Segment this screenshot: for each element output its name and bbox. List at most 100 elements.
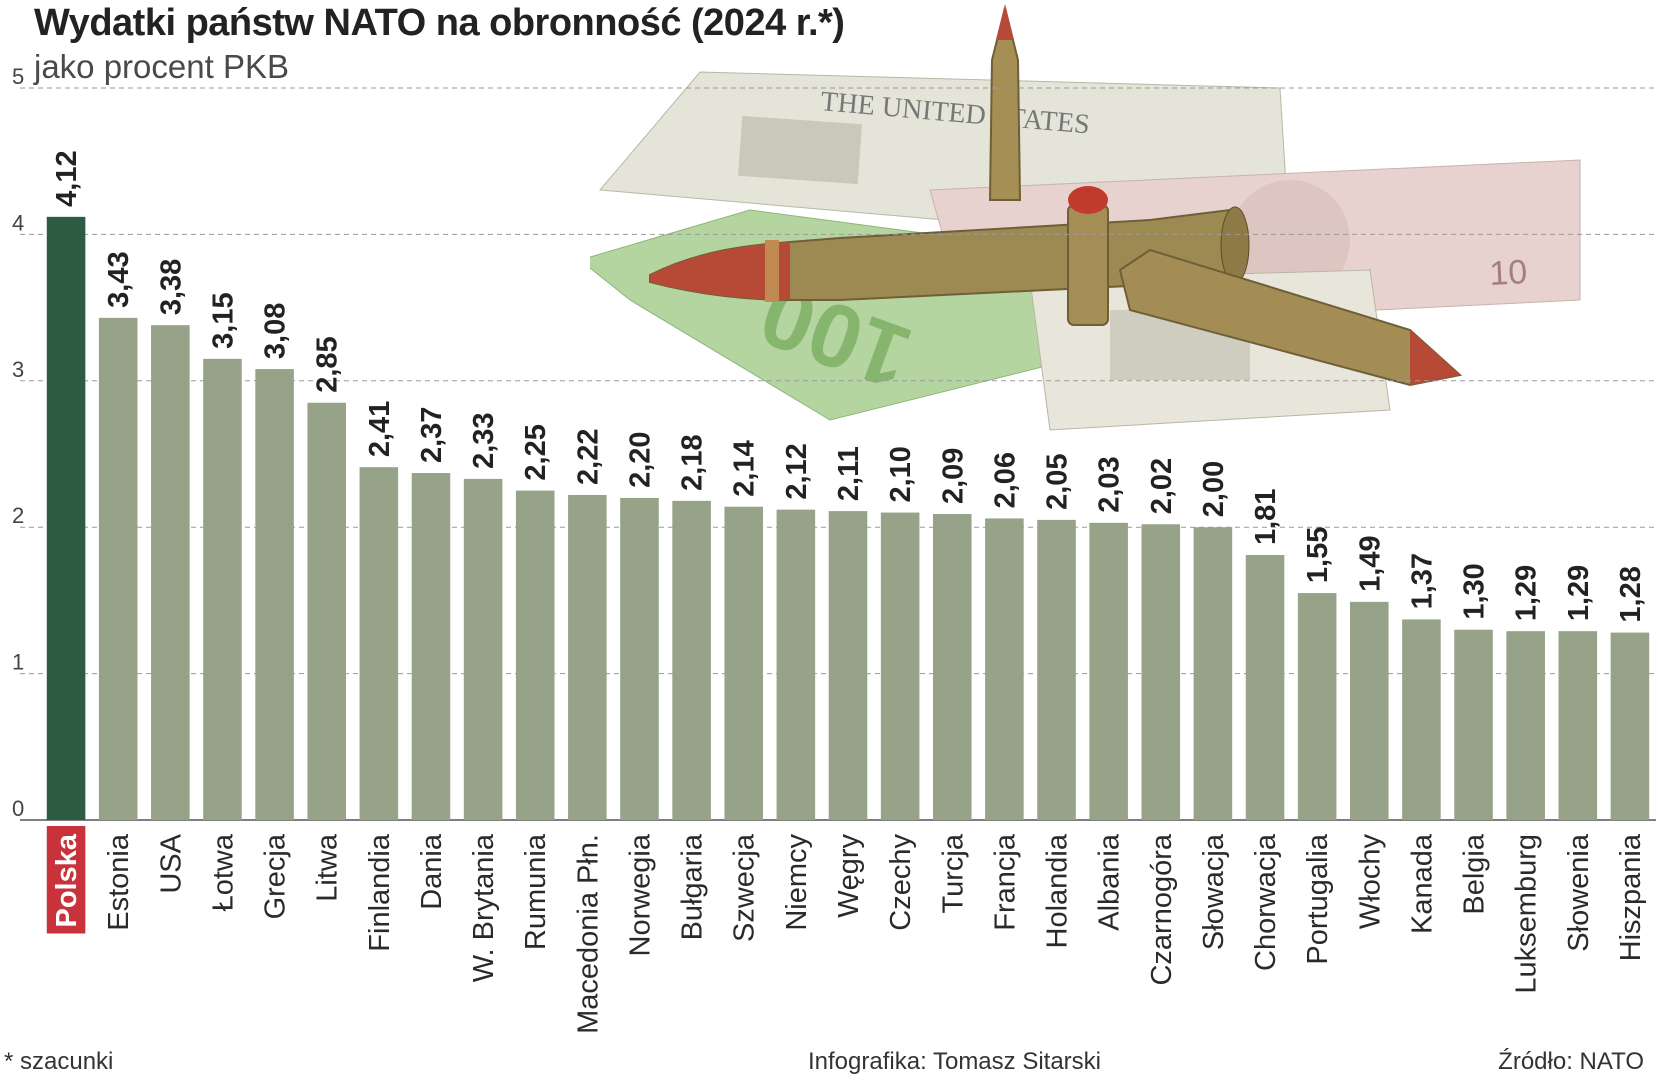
value-label-14: 2,12 [781, 443, 813, 499]
category-label-30: Hiszpania [1615, 833, 1647, 961]
bar-6 [359, 467, 399, 820]
category-label-22: Słowacja [1198, 833, 1230, 950]
chart-subtitle: jako procent PKB [34, 48, 289, 85]
value-label-5: 2,85 [312, 336, 344, 392]
bar-25 [1350, 601, 1389, 820]
value-label-18: 2,06 [989, 452, 1021, 508]
value-label-27: 1,30 [1459, 563, 1491, 619]
x-axis-labels: Polska Estonia USA Łotwa Grecja Litwa Finlandi… [46, 826, 1647, 1034]
source-note: Źródło: NATO [1498, 1048, 1644, 1075]
category-label-20: Albania [1094, 833, 1126, 931]
value-label-26: 1,37 [1406, 553, 1438, 609]
value-label-22: 2,00 [1198, 461, 1230, 517]
bar-29 [1558, 631, 1598, 820]
category-label-7: Dania [416, 833, 448, 910]
value-label-3: 3,15 [207, 292, 239, 348]
category-label-3: Łotwa [207, 833, 239, 911]
category-label-11: Norwegia [624, 833, 656, 956]
value-label-4: 3,08 [260, 303, 292, 359]
value-label-25: 1,49 [1354, 535, 1386, 591]
chart-title: Wydatki państw NATO na obronność (2024 r… [34, 2, 845, 44]
category-label-12: Bułgaria [677, 833, 709, 940]
value-label-17: 2,09 [937, 448, 969, 504]
category-label-21: Czarnogóra [1146, 833, 1178, 985]
y-tick-label: 0 [12, 796, 24, 821]
bar-21 [1141, 524, 1181, 820]
bar-30 [1610, 632, 1650, 820]
category-label-26: Kanada [1406, 833, 1438, 934]
y-tick-label: 1 [12, 650, 24, 675]
category-label-14: Niemcy [781, 834, 813, 931]
bar-23 [1245, 555, 1285, 820]
value-label-10: 2,22 [572, 429, 604, 485]
bar-12 [672, 500, 711, 820]
category-label-24: Portugalia [1302, 833, 1334, 964]
bar-19 [1037, 519, 1076, 820]
bar-22 [1193, 527, 1233, 820]
money-bullets-illustration: THE UNITED STATES 10 100 [590, 4, 1581, 431]
value-label-13: 2,14 [729, 440, 761, 496]
value-label-23: 1,81 [1250, 489, 1282, 545]
bar-7 [411, 473, 451, 820]
bar-8 [463, 478, 503, 820]
y-tick-label: 3 [12, 357, 24, 382]
svg-text:10: 10 [1488, 253, 1528, 293]
category-label-2: USA [155, 833, 187, 893]
infographic-credit: Infografika: Tomasz Sitarski [808, 1048, 1102, 1075]
bar-15 [828, 511, 868, 820]
bar-26 [1402, 619, 1441, 820]
y-tick-label: 5 [12, 64, 24, 89]
value-label-29: 1,29 [1563, 565, 1595, 621]
bar-11 [620, 497, 659, 820]
category-label-16: Czechy [885, 834, 917, 931]
value-label-16: 2,10 [885, 446, 917, 502]
value-label-15: 2,11 [833, 446, 865, 501]
category-label-29: Słowenia [1563, 833, 1595, 952]
y-tick-label: 4 [12, 210, 24, 235]
value-label-8: 2,33 [468, 412, 500, 468]
category-label-27: Belgia [1459, 833, 1491, 914]
category-label-13: Szwecja [729, 833, 761, 942]
vertical-cartridge [988, 4, 1022, 201]
category-label-23: Chorwacja [1250, 833, 1282, 971]
category-label-10: Macedonia Płn. [572, 834, 604, 1034]
bar-17 [932, 514, 972, 820]
bar-2 [151, 325, 190, 820]
value-label-0: 4,12 [51, 150, 83, 206]
category-label-4: Grecja [260, 833, 292, 919]
bar-14 [776, 509, 816, 820]
category-label-19: Holandia [1042, 833, 1074, 948]
bar-16 [880, 512, 920, 820]
bar-5 [307, 402, 346, 820]
pistol-cartridge [1067, 186, 1109, 326]
bar-1 [98, 317, 138, 820]
bars [46, 216, 1650, 820]
value-label-24: 1,55 [1302, 527, 1334, 583]
bar-13 [724, 506, 764, 820]
category-label-18: Francja [989, 833, 1021, 931]
value-label-30: 1,28 [1615, 566, 1647, 622]
bar-24 [1297, 593, 1337, 820]
diagonal-cartridge [1118, 248, 1463, 387]
category-label-28: Luksemburg [1511, 834, 1543, 994]
value-label-28: 1,29 [1511, 565, 1543, 621]
value-label-1: 3,43 [103, 251, 135, 307]
category-label-1: Estonia [103, 833, 135, 931]
value-labels: 4,12 3,43 3,38 3,15 3,08 2,85 2,41 2,37 2,33 2,25… [51, 150, 1647, 622]
category-label-5: Litwa [312, 833, 344, 902]
category-label-6: Finlandia [364, 833, 396, 952]
bar-0 [46, 216, 86, 820]
category-label-17: Turcja [937, 833, 969, 913]
bar-10 [568, 494, 607, 820]
value-label-7: 2,37 [416, 407, 448, 463]
footnote: * szacunki [4, 1048, 114, 1075]
value-label-11: 2,20 [624, 431, 656, 487]
value-label-12: 2,18 [677, 434, 709, 490]
category-label-9: Rumunia [520, 833, 552, 950]
value-label-21: 2,02 [1146, 458, 1178, 514]
bar-4 [255, 369, 294, 820]
bar-18 [985, 518, 1024, 820]
category-label-15: Węgry [833, 834, 865, 918]
bar-9 [515, 490, 555, 820]
